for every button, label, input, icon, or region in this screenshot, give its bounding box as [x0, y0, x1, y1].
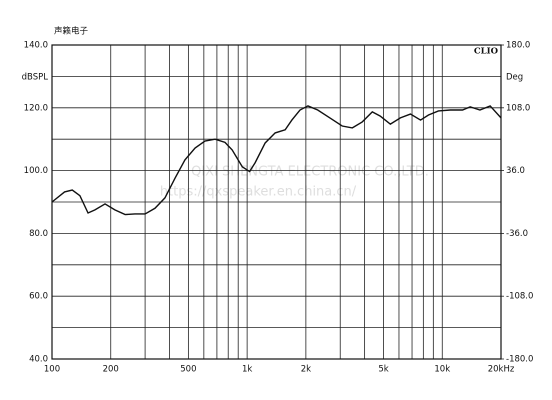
- x-tick-label: 10k: [434, 365, 450, 375]
- y2-tick-label: 36.0: [506, 166, 525, 176]
- x-tick-label: 500: [180, 365, 196, 375]
- x-tick-label: 5k: [378, 365, 388, 375]
- y2-tick-label: -108.0: [506, 292, 533, 302]
- x-tick-label: 100: [44, 365, 60, 375]
- y2-tick-label: -180.0: [506, 355, 533, 365]
- y-tick-label: 80.0: [29, 229, 48, 239]
- x-tick-label: 200: [103, 365, 119, 375]
- y-tick-label: 140.0: [24, 41, 48, 51]
- y2-tick-label: 180.0: [506, 41, 530, 51]
- y-tick-label: 100.0: [24, 166, 48, 176]
- watermark: https://qxspeaker.en.china.cn/: [160, 185, 357, 200]
- chart-title: 声籁电子: [54, 26, 89, 37]
- x-tick-label: 1k: [242, 365, 252, 375]
- y2-tick-label: -36.0: [506, 229, 528, 239]
- y2-tick-label: 108.0: [506, 103, 530, 113]
- y-tick-label: 120.0: [24, 103, 48, 113]
- y2-axis-label: Deg: [506, 73, 523, 83]
- y-tick-label: 40.0: [29, 355, 48, 365]
- y-tick-label: 60.0: [29, 292, 48, 302]
- y-axis-label: dBSPL: [22, 73, 49, 83]
- brand: CLIO: [474, 47, 499, 57]
- x-tick-label: 2k: [301, 365, 311, 375]
- response-curve: [51, 105, 502, 216]
- x-tick-label: 20kHz: [488, 365, 515, 375]
- watermark: QIXI SHENGTA ELECTRONIC CO.,LTD.: [191, 165, 429, 180]
